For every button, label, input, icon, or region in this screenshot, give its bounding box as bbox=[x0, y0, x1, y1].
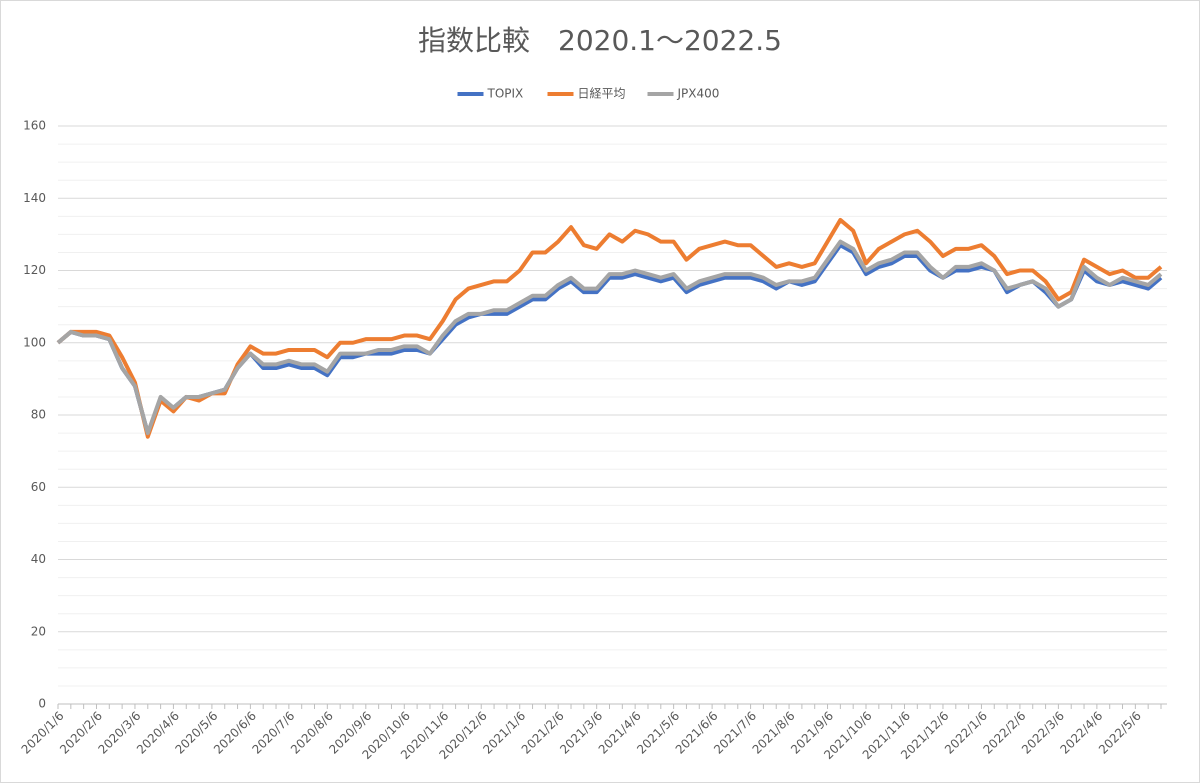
series-line bbox=[56, 217, 1163, 439]
y-tick-label: 140 bbox=[23, 191, 46, 205]
legend-label: 日経平均 bbox=[578, 87, 626, 101]
y-tick-label: 0 bbox=[38, 697, 46, 711]
y-tick-label: 60 bbox=[31, 480, 46, 494]
y-tick-label: 40 bbox=[31, 552, 46, 566]
series-line bbox=[56, 239, 1163, 436]
legend-label: TOPIX bbox=[487, 87, 524, 101]
chart-title: 指数比較 2020.1～2022.5 bbox=[418, 24, 782, 57]
y-tick-label: 120 bbox=[23, 263, 46, 277]
y-tick-label: 80 bbox=[31, 408, 46, 422]
y-tick-label: 160 bbox=[23, 119, 46, 133]
legend-label: JPX400 bbox=[677, 87, 720, 101]
y-tick-label: 100 bbox=[23, 335, 46, 349]
y-tick-label: 20 bbox=[31, 624, 46, 638]
